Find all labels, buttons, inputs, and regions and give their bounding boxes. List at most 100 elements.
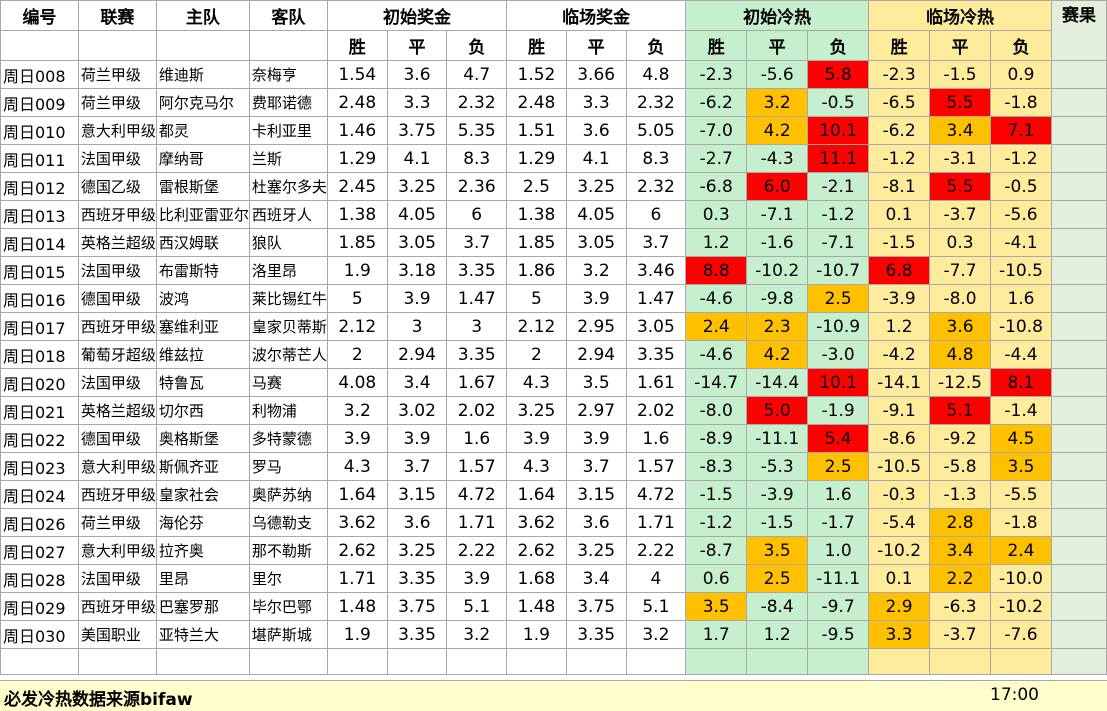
cell-final-win[interactable]: 2.62 — [506, 536, 567, 565]
cell-final-draw[interactable]: 3.75 — [565, 592, 627, 621]
cell-code[interactable]: 周日009 — [0, 88, 79, 117]
cell-away-team[interactable]: 奈梅亨 — [248, 60, 328, 89]
cell-initial-lose[interactable]: 1.71 — [446, 508, 508, 537]
blank-cell[interactable] — [868, 648, 931, 675]
cell-initial-draw[interactable]: 3 — [386, 312, 448, 341]
cell-final-heat-draw[interactable]: 2.2 — [929, 564, 991, 593]
cell-final-heat-draw[interactable]: 3.4 — [929, 536, 991, 565]
cell-away-team[interactable]: 狼队 — [248, 228, 328, 257]
cell-final-lose[interactable]: 1.61 — [625, 368, 687, 397]
cell-home-team[interactable]: 拉齐奥 — [155, 536, 250, 565]
cell-final-lose[interactable]: 5.1 — [625, 592, 687, 621]
cell-final-win[interactable]: 3.62 — [506, 508, 567, 537]
sub-header-lose[interactable]: 负 — [990, 30, 1052, 61]
cell-initial-heat-win[interactable]: 0.6 — [685, 564, 748, 593]
cell-league[interactable]: 西班牙甲级 — [77, 592, 157, 621]
blank-cell[interactable] — [625, 648, 687, 675]
blank-cell[interactable] — [685, 648, 748, 675]
cell-initial-heat-win[interactable]: -8.7 — [685, 536, 748, 565]
cell-final-draw[interactable]: 2.97 — [565, 396, 627, 425]
cell-final-win[interactable]: 1.29 — [506, 144, 567, 173]
cell-league[interactable]: 意大利甲级 — [77, 536, 157, 565]
cell-initial-lose[interactable]: 5.35 — [446, 116, 508, 145]
sub-header-win[interactable]: 胜 — [326, 30, 388, 61]
cell-initial-draw[interactable]: 3.9 — [386, 424, 448, 453]
sub-header-draw[interactable]: 平 — [565, 30, 627, 61]
cell-final-heat-lose[interactable]: 1.6 — [990, 284, 1052, 313]
cell-code[interactable]: 周日015 — [0, 256, 79, 285]
cell-away-team[interactable]: 乌德勒支 — [248, 508, 328, 537]
sub-header-win[interactable]: 胜 — [685, 30, 748, 61]
cell-code[interactable]: 周日020 — [0, 368, 79, 397]
sub-header-win[interactable]: 胜 — [506, 30, 567, 61]
cell-final-lose[interactable]: 4 — [625, 564, 687, 593]
cell-final-heat-win[interactable]: -9.1 — [868, 396, 931, 425]
cell-final-win[interactable]: 3.25 — [506, 396, 567, 425]
cell-final-heat-lose[interactable]: -1.8 — [990, 88, 1052, 117]
cell-home-team[interactable]: 波鸿 — [155, 284, 250, 313]
cell-final-heat-draw[interactable]: 5.5 — [929, 88, 991, 117]
cell-final-heat-lose[interactable]: -1.2 — [990, 144, 1052, 173]
blank-cell[interactable] — [386, 648, 448, 675]
cell-initial-lose[interactable]: 3.7 — [446, 228, 508, 257]
cell-code[interactable]: 周日027 — [0, 536, 79, 565]
sub-header-lose[interactable]: 负 — [446, 30, 508, 61]
blank-cell[interactable] — [0, 30, 79, 61]
cell-final-lose[interactable]: 2.32 — [625, 88, 687, 117]
cell-initial-draw[interactable]: 3.6 — [386, 60, 448, 89]
cell-final-draw[interactable]: 3.5 — [565, 368, 627, 397]
cell-initial-heat-draw[interactable]: -11.1 — [746, 424, 809, 453]
cell-final-heat-win[interactable]: -8.1 — [868, 172, 931, 201]
cell-result[interactable] — [1050, 200, 1107, 229]
cell-league[interactable]: 法国甲级 — [77, 564, 157, 593]
blank-cell[interactable] — [807, 648, 870, 675]
cell-final-draw[interactable]: 2.94 — [565, 340, 627, 369]
cell-initial-win[interactable]: 1.54 — [326, 60, 388, 89]
cell-final-draw[interactable]: 3.05 — [565, 228, 627, 257]
cell-home-team[interactable]: 维兹拉 — [155, 340, 250, 369]
cell-initial-heat-lose[interactable]: 5.8 — [807, 60, 870, 89]
cell-initial-heat-win[interactable]: -4.6 — [685, 284, 748, 313]
cell-final-heat-win[interactable]: -4.2 — [868, 340, 931, 369]
cell-league[interactable]: 德国甲级 — [77, 424, 157, 453]
cell-code[interactable]: 周日021 — [0, 396, 79, 425]
cell-league[interactable]: 法国甲级 — [77, 144, 157, 173]
sub-header-draw[interactable]: 平 — [929, 30, 991, 61]
cell-result[interactable] — [1050, 452, 1107, 481]
cell-final-draw[interactable]: 3.2 — [565, 256, 627, 285]
cell-league[interactable]: 葡萄牙超级 — [77, 340, 157, 369]
cell-initial-draw[interactable]: 3.35 — [386, 620, 448, 649]
cell-league[interactable]: 英格兰超级 — [77, 396, 157, 425]
cell-code[interactable]: 周日023 — [0, 452, 79, 481]
cell-result[interactable] — [1050, 368, 1107, 397]
cell-result[interactable] — [1050, 396, 1107, 425]
cell-home-team[interactable]: 比利亚雷亚尔 — [155, 200, 250, 229]
cell-home-team[interactable]: 里昂 — [155, 564, 250, 593]
cell-initial-heat-draw[interactable]: -9.8 — [746, 284, 809, 313]
cell-final-win[interactable]: 1.85 — [506, 228, 567, 257]
cell-initial-heat-lose[interactable]: -10.9 — [807, 312, 870, 341]
cell-final-heat-draw[interactable]: -1.5 — [929, 60, 991, 89]
cell-final-heat-win[interactable]: -10.2 — [868, 536, 931, 565]
cell-away-team[interactable]: 莱比锡红牛 — [248, 284, 328, 313]
blank-cell[interactable] — [155, 30, 250, 61]
cell-league[interactable]: 西班牙甲级 — [77, 200, 157, 229]
cell-code[interactable]: 周日022 — [0, 424, 79, 453]
cell-final-heat-draw[interactable]: -3.7 — [929, 620, 991, 649]
cell-final-heat-draw[interactable]: -1.3 — [929, 480, 991, 509]
blank-cell[interactable] — [565, 648, 627, 675]
cell-final-draw[interactable]: 3.4 — [565, 564, 627, 593]
cell-initial-heat-draw[interactable]: 3.2 — [746, 88, 809, 117]
cell-initial-heat-win[interactable]: -8.9 — [685, 424, 748, 453]
col-header-away[interactable]: 客队 — [248, 0, 328, 31]
cell-final-win[interactable]: 5 — [506, 284, 567, 313]
cell-home-team[interactable]: 巴塞罗那 — [155, 592, 250, 621]
cell-initial-heat-lose[interactable]: -1.7 — [807, 508, 870, 537]
cell-away-team[interactable]: 波尔蒂芒人 — [248, 340, 328, 369]
cell-final-lose[interactable]: 2.32 — [625, 172, 687, 201]
cell-final-win[interactable]: 3.9 — [506, 424, 567, 453]
cell-away-team[interactable]: 那不勒斯 — [248, 536, 328, 565]
cell-final-lose[interactable]: 1.71 — [625, 508, 687, 537]
blank-cell[interactable] — [746, 648, 809, 675]
cell-initial-lose[interactable]: 8.3 — [446, 144, 508, 173]
